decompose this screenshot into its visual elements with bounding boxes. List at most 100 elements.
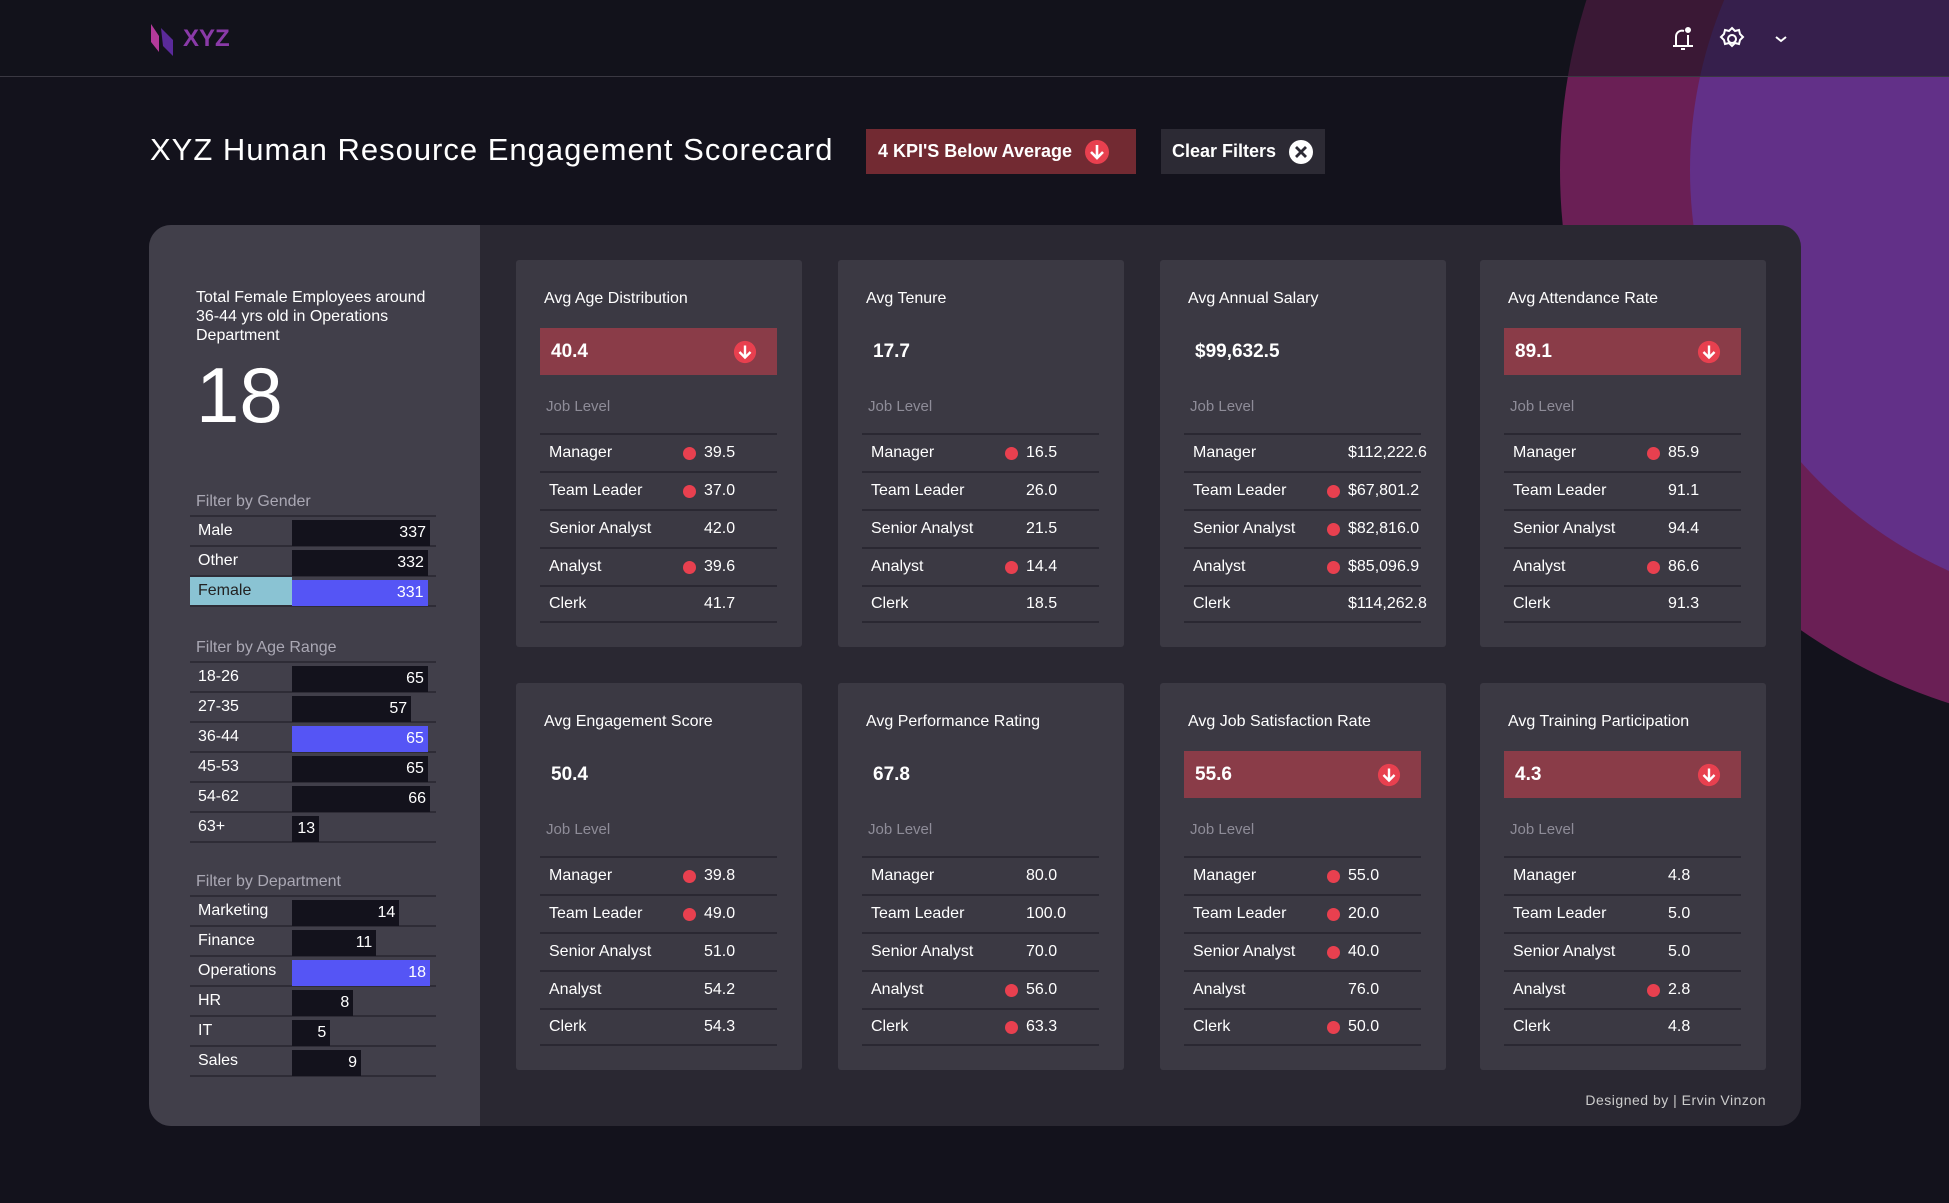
job-level-name: Senior Analyst xyxy=(1513,520,1616,537)
filter-item-bar: 11 xyxy=(292,929,377,956)
job-level-value: 41.7 xyxy=(704,595,736,612)
filter-label: Filter by Department xyxy=(196,873,341,890)
gear-icon[interactable] xyxy=(1717,24,1747,54)
chevron-down-icon[interactable] xyxy=(1766,24,1796,54)
job-level-label: Job Level xyxy=(1510,398,1575,415)
arrow-down-circle-icon xyxy=(1377,763,1401,787)
job-level-value: 56.0 xyxy=(1026,981,1058,998)
table-row: Manager 39.5 xyxy=(540,433,777,471)
job-level-name: Clerk xyxy=(1513,1018,1551,1035)
filter-item-hr[interactable]: HR 8 xyxy=(190,987,436,1017)
job-level-name: Senior Analyst xyxy=(1513,943,1616,960)
job-level-name: Senior Analyst xyxy=(1193,520,1296,537)
job-level-name: Senior Analyst xyxy=(549,520,652,537)
table-row: Analyst 14.4 xyxy=(862,547,1099,585)
kpi-value: 17.7 xyxy=(873,340,910,362)
filter-item-label: Other xyxy=(198,552,239,569)
job-level-value: 5.0 xyxy=(1668,943,1691,960)
job-level-name: Clerk xyxy=(549,595,587,612)
designer-credit: Designed by | Ervin Vinzon xyxy=(1585,1092,1766,1108)
filter-item-18-26[interactable]: 18-26 65 xyxy=(190,663,436,693)
job-level-value: $82,816.0 xyxy=(1348,520,1420,537)
job-level-value: 100.0 xyxy=(1026,905,1067,922)
filter-item-marketing[interactable]: Marketing 14 xyxy=(190,897,436,927)
kpi-value-box: 40.4 xyxy=(540,328,777,375)
table-row: Senior Analyst 42.0 xyxy=(540,509,777,547)
logo[interactable]: XYZ xyxy=(149,22,230,56)
job-level-value: 94.4 xyxy=(1668,520,1700,537)
filter-item-male[interactable]: Male 337 xyxy=(190,517,436,547)
job-level-name: Analyst xyxy=(1193,981,1246,998)
kpi-card-avg-age-distribution: Avg Age Distribution 40.4 Job Level Manage… xyxy=(516,260,802,647)
filter-item-63+[interactable]: 63+ 13 xyxy=(190,813,436,843)
table-row: Clerk 41.7 xyxy=(540,585,777,623)
job-level-name: Clerk xyxy=(871,1018,909,1035)
table-row: Clerk $114,262.8 xyxy=(1184,585,1427,623)
filter-item-bar: 65 xyxy=(292,755,428,782)
filter-item-operations[interactable]: Operations 18 xyxy=(190,957,436,987)
table-row: Analyst 76.0 xyxy=(1184,970,1421,1008)
job-level-name: Senior Analyst xyxy=(871,520,974,537)
kpi-button-label: 4 KPI'S Below Average xyxy=(878,141,1073,161)
job-level-name: Team Leader xyxy=(1193,482,1287,499)
filter-item-label: Male xyxy=(198,522,233,539)
filter-item-label: Finance xyxy=(198,932,255,949)
job-level-name: Manager xyxy=(871,444,935,461)
clear-filters-button[interactable]: Clear Filters xyxy=(1161,129,1325,174)
table-row: Team Leader 100.0 xyxy=(862,894,1099,932)
filter-item-female[interactable]: Female 331 xyxy=(190,577,436,607)
job-level-name: Team Leader xyxy=(871,482,965,499)
job-level-value: 50.0 xyxy=(1348,1018,1380,1035)
filter-item-it[interactable]: IT 5 xyxy=(190,1017,436,1047)
filter-label: Filter by Gender xyxy=(196,493,311,510)
filter-item-sales[interactable]: Sales 9 xyxy=(190,1047,436,1077)
kpi-value-box: 55.6 xyxy=(1184,751,1421,798)
arrow-down-circle-icon xyxy=(733,340,757,364)
job-level-name: Senior Analyst xyxy=(871,943,974,960)
logo-icon xyxy=(151,24,173,56)
table-row: Manager 85.9 xyxy=(1504,433,1741,471)
job-level-value: 51.0 xyxy=(704,943,736,960)
filter-item-label: 45-53 xyxy=(198,758,239,775)
kpi-title: Avg Job Satisfaction Rate xyxy=(1188,713,1371,730)
kpi-title: Avg Performance Rating xyxy=(866,713,1041,730)
below-average-dot-icon xyxy=(1005,983,1018,997)
kpi-card-avg-tenure: Avg Tenure 17.7 Job Level Manager 16.5 Team … xyxy=(838,260,1124,647)
filter-item-label: 27-35 xyxy=(198,698,239,715)
job-level-label: Job Level xyxy=(1190,398,1255,415)
job-level-name: Clerk xyxy=(549,1018,587,1035)
filter-list: Marketing 14 Finance 11 Operations 18 HR 8 IT 5 Sa… xyxy=(190,895,436,1077)
filter-item-bar: 8 xyxy=(292,989,354,1016)
filter-sidebar: Total Female Employees around 36-44 yrs … xyxy=(149,225,480,1126)
table-row: Manager $112,222.6 xyxy=(1184,433,1427,471)
filter-item-finance[interactable]: Finance 11 xyxy=(190,927,436,957)
arrow-down-circle-icon xyxy=(1085,139,1110,164)
filter-item-45-53[interactable]: 45-53 65 xyxy=(190,753,436,783)
filter-item-54-62[interactable]: 54-62 66 xyxy=(190,783,436,813)
table-row: Clerk 63.3 xyxy=(862,1008,1099,1046)
kpi-value-box: 67.8 xyxy=(862,751,1099,798)
kpi-value-box: $99,632.5 xyxy=(1184,328,1421,375)
kpi-card-avg-engagement-score: Avg Engagement Score 50.4 Job Level Manage… xyxy=(516,683,802,1070)
bell-icon[interactable] xyxy=(1668,24,1698,54)
filter-item-bar: 331 xyxy=(292,579,428,606)
job-level-value: 80.0 xyxy=(1026,867,1058,884)
table-row: Manager 16.5 xyxy=(862,433,1099,471)
table-row: Senior Analyst 21.5 xyxy=(862,509,1099,547)
job-level-label: Job Level xyxy=(546,398,611,415)
filter-item-other[interactable]: Other 332 xyxy=(190,547,436,577)
table-row: Team Leader 26.0 xyxy=(862,471,1099,509)
table-row: Team Leader 37.0 xyxy=(540,471,777,509)
job-level-name: Analyst xyxy=(871,558,924,575)
filter-item-36-44[interactable]: 36-44 65 xyxy=(190,723,436,753)
job-level-name: Analyst xyxy=(549,981,602,998)
below-average-dot-icon xyxy=(1647,446,1660,460)
table-row: Team Leader 5.0 xyxy=(1504,894,1741,932)
kpis-below-average-button[interactable]: 4 KPI'S Below Average xyxy=(866,129,1136,174)
close-circle-icon xyxy=(1289,139,1314,164)
kpi-value-box: 50.4 xyxy=(540,751,777,798)
job-level-value: 86.6 xyxy=(1668,558,1700,575)
job-level-value: 91.3 xyxy=(1668,595,1700,612)
job-level-name: Team Leader xyxy=(1513,482,1607,499)
filter-item-27-35[interactable]: 27-35 57 xyxy=(190,693,436,723)
